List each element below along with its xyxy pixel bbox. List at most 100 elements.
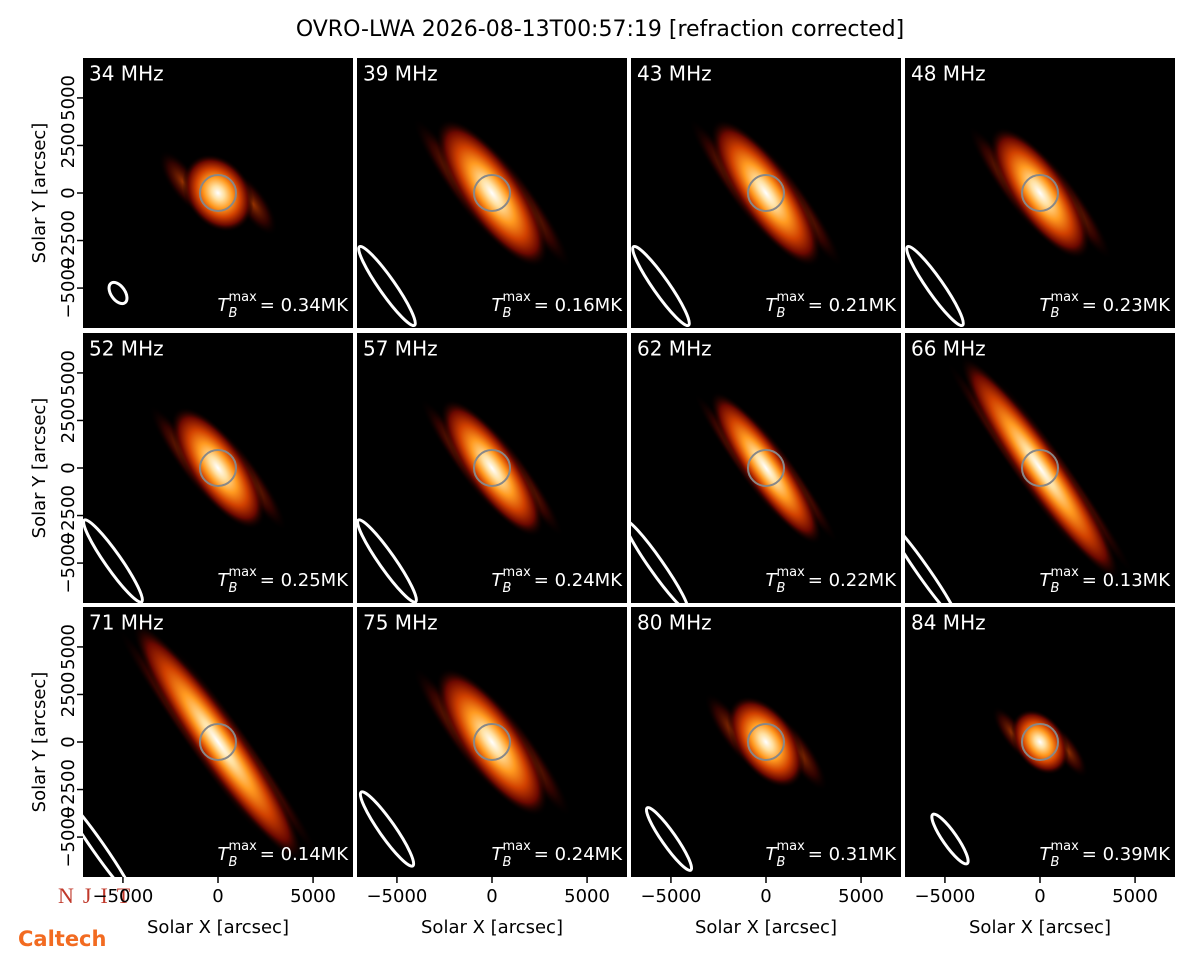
- emission: [435, 118, 549, 268]
- image: [357, 117, 572, 328]
- tmax-label: TBmax = 0.22MK: [766, 565, 898, 596]
- tmax-symbol: T: [492, 570, 505, 591]
- image: [357, 398, 564, 603]
- beam: [631, 518, 690, 603]
- tmax-label: TBmax = 0.16MK: [492, 290, 624, 321]
- tmax-symbol: T: [766, 570, 779, 591]
- emission: [1010, 709, 1070, 775]
- image: [631, 118, 844, 328]
- frequency-label: 62 MHz: [637, 337, 712, 361]
- tmax-value: = 0.16MK: [534, 295, 623, 316]
- emission: [710, 391, 822, 545]
- tmax-subscript: B: [503, 306, 512, 321]
- tmax-value: = 0.24MK: [534, 844, 623, 865]
- y-tick-label: 0: [58, 187, 79, 198]
- solar-limb: [199, 449, 237, 487]
- tmax-symbol: T: [766, 295, 779, 316]
- emission: [435, 667, 549, 817]
- beam: [358, 790, 416, 868]
- tmax-subscript: B: [503, 855, 512, 870]
- solar-limb: [1021, 723, 1059, 761]
- logo-njit: NJIT: [58, 883, 139, 908]
- solar-limb: [747, 174, 785, 212]
- tmax-symbol: T: [218, 844, 231, 865]
- tmax-value: = 0.24MK: [534, 570, 623, 591]
- x-tick-label: 5000: [1112, 886, 1158, 907]
- tmax-subscript: B: [229, 306, 238, 321]
- image: [83, 622, 320, 877]
- y-tick-label: −5000: [58, 807, 79, 868]
- y-axis-label: Solar Y [arcsec]: [29, 123, 50, 264]
- tmax-superscript: max: [228, 565, 257, 580]
- tmax-label: TBmax = 0.24MK: [492, 839, 624, 870]
- x-tick-label: −5000: [92, 886, 153, 907]
- tmax-label: TBmax = 0.13MK: [1040, 565, 1172, 596]
- panel: 39 MHz TBmax = 0.16MK: [357, 58, 627, 328]
- y-tick-label: 5000: [58, 75, 79, 121]
- emission: [960, 356, 1120, 580]
- beam: [83, 518, 144, 603]
- y-tick-label: 5000: [58, 624, 79, 670]
- x-tick-label: −5000: [914, 886, 975, 907]
- emission: [989, 127, 1091, 259]
- tmax-label: TBmax = 0.21MK: [766, 290, 898, 321]
- beam: [905, 520, 960, 603]
- tmax-value: = 0.34MK: [260, 295, 349, 316]
- tmax-superscript: max: [776, 290, 805, 305]
- tmax-subscript: B: [229, 581, 238, 596]
- x-tick-label: 5000: [564, 886, 610, 907]
- solar-limb: [473, 723, 511, 761]
- image: [358, 666, 572, 868]
- x-axis-label: Solar X [arcsec]: [421, 917, 563, 938]
- tmax-label: TBmax = 0.34MK: [218, 290, 350, 321]
- y-tick-label: 2500: [58, 123, 79, 169]
- tmax-value: = 0.23MK: [1082, 295, 1171, 316]
- frequency-label: 52 MHz: [89, 337, 164, 361]
- emission: [440, 399, 544, 537]
- frequency-label: 75 MHz: [363, 611, 438, 635]
- y-tick-label: −5000: [58, 533, 79, 594]
- solar-limb: [199, 723, 237, 761]
- x-tick-label: 0: [1034, 886, 1045, 907]
- x-axis-label: Solar X [arcsec]: [969, 917, 1111, 938]
- tmax-subscript: B: [777, 306, 786, 321]
- y-tick-label: 0: [58, 462, 79, 473]
- beam: [83, 794, 136, 877]
- frequency-label: 71 MHz: [89, 611, 164, 635]
- tmax-subscript: B: [1051, 855, 1060, 870]
- y-tick-label: 2500: [58, 398, 79, 444]
- tmax-symbol: T: [766, 844, 779, 865]
- tmax-label: TBmax = 0.23MK: [1040, 290, 1172, 321]
- tmax-value: = 0.25MK: [260, 570, 349, 591]
- beam: [107, 280, 129, 306]
- solar-limb: [199, 174, 237, 212]
- tmax-value: = 0.22MK: [808, 570, 897, 591]
- logo-caltech: Caltech: [18, 927, 106, 951]
- tmax-superscript: max: [502, 290, 531, 305]
- tmax-subscript: B: [229, 855, 238, 870]
- tmax-superscript: max: [1050, 290, 1079, 305]
- tmax-value: = 0.39MK: [1082, 844, 1171, 865]
- frequency-label: 48 MHz: [911, 62, 986, 86]
- image: [107, 150, 278, 306]
- tmax-superscript: max: [502, 839, 531, 854]
- emission: [182, 154, 254, 232]
- beam: [644, 806, 694, 872]
- image: [631, 391, 839, 603]
- frequency-label: 57 MHz: [363, 337, 438, 361]
- tmax-value: = 0.13MK: [1082, 570, 1171, 591]
- tmax-superscript: max: [776, 839, 805, 854]
- tmax-symbol: T: [1040, 295, 1053, 316]
- panel: 48 MHz TBmax = 0.23MK: [905, 58, 1175, 328]
- tmax-symbol: T: [1040, 570, 1053, 591]
- tmax-label: TBmax = 0.25MK: [218, 565, 350, 596]
- beam: [631, 244, 691, 328]
- x-tick-label: 0: [486, 886, 497, 907]
- tmax-superscript: max: [228, 839, 257, 854]
- emission: [710, 119, 822, 267]
